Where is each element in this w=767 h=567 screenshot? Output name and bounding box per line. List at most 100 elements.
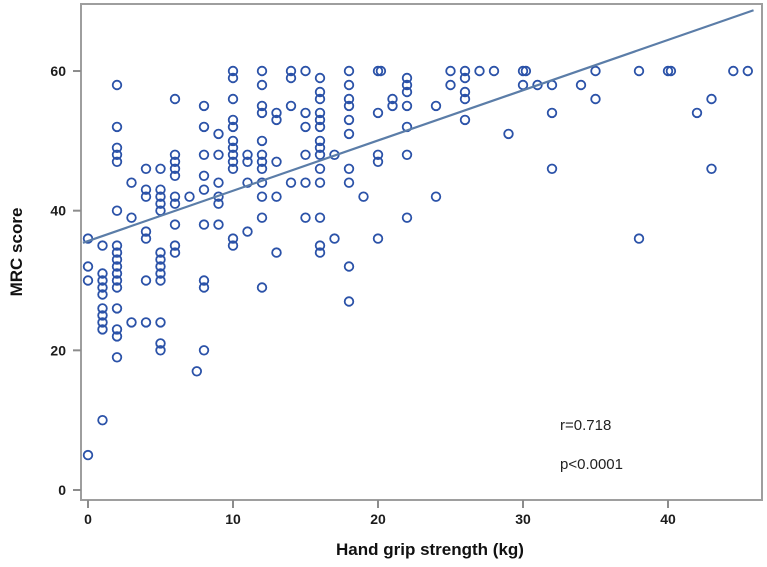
data-point — [97, 275, 108, 286]
data-point — [111, 247, 123, 258]
data-point — [169, 191, 181, 202]
data-point — [169, 240, 181, 251]
data-point — [256, 100, 268, 112]
data-point — [314, 247, 326, 258]
data-point — [111, 303, 123, 314]
data-point — [372, 233, 384, 244]
data-point — [445, 65, 456, 77]
x-tick-label: 30 — [515, 511, 531, 527]
data-point — [227, 142, 239, 154]
data-point — [213, 219, 224, 230]
regression-line-layer — [82, 9, 754, 244]
data-point — [169, 93, 181, 105]
data-point — [314, 177, 326, 188]
data-point — [111, 261, 123, 272]
data-point — [97, 268, 108, 279]
data-point — [256, 65, 268, 77]
data-point — [97, 317, 108, 328]
data-point — [343, 177, 355, 188]
data-point — [300, 107, 311, 119]
data-point — [198, 282, 210, 293]
data-point — [198, 275, 210, 286]
data-point — [343, 93, 355, 105]
data-point — [401, 72, 413, 84]
data-point — [82, 449, 94, 461]
data-point — [111, 352, 123, 363]
data-point — [155, 254, 166, 265]
y-axis-title: MRC score — [7, 208, 26, 297]
data-point — [82, 275, 94, 286]
data-point — [343, 100, 355, 112]
data-point — [242, 177, 253, 188]
data-point — [459, 86, 471, 98]
data-point — [155, 163, 166, 175]
data-point — [126, 317, 137, 328]
data-point — [227, 114, 239, 126]
data-point — [488, 65, 500, 77]
data-point — [343, 261, 355, 272]
data-point — [300, 149, 311, 161]
data-point — [372, 156, 384, 168]
data-point — [387, 100, 398, 112]
data-point — [111, 331, 123, 342]
data-point — [314, 142, 326, 154]
x-tick-label: 10 — [225, 511, 241, 527]
data-point — [169, 170, 181, 182]
data-point — [97, 415, 108, 426]
data-point — [191, 366, 203, 377]
data-point — [198, 345, 210, 356]
data-point — [633, 65, 645, 77]
data-point — [343, 128, 355, 140]
data-point — [111, 324, 123, 335]
data-point — [140, 191, 152, 202]
data-point — [227, 233, 239, 244]
data-point — [111, 79, 123, 91]
data-point — [227, 163, 239, 175]
data-point — [343, 296, 355, 307]
data-point — [213, 128, 224, 140]
x-tick-label: 40 — [660, 511, 676, 527]
x-axis-title: Hand grip strength (kg) — [336, 540, 524, 559]
data-point — [111, 142, 123, 154]
y-tick-label: 0 — [58, 482, 66, 498]
data-point — [198, 184, 210, 195]
data-point — [546, 163, 558, 175]
data-point — [271, 114, 282, 126]
data-point — [155, 191, 166, 202]
data-point — [111, 282, 123, 293]
data-point — [532, 79, 543, 91]
data-point — [140, 226, 152, 237]
data-point — [575, 79, 587, 91]
data-point — [82, 261, 94, 272]
data-point — [445, 79, 456, 91]
data-point — [691, 107, 703, 119]
x-tick-label: 0 — [84, 511, 92, 527]
data-point — [97, 240, 108, 251]
data-point — [256, 135, 268, 147]
data-point — [169, 163, 181, 175]
data-point — [169, 219, 181, 230]
data-point — [314, 121, 326, 133]
data-point — [140, 163, 152, 175]
data-point — [111, 240, 123, 251]
data-point — [314, 163, 326, 175]
data-point — [256, 107, 268, 119]
data-point — [155, 317, 166, 328]
data-point — [285, 177, 297, 188]
data-point — [227, 156, 239, 168]
data-point — [97, 289, 108, 300]
axis-ticks: 0 10 20 30 40 0 20 40 60 — [50, 63, 676, 527]
data-point — [126, 212, 137, 223]
correlation-annotation: r=0.718 — [560, 417, 611, 434]
data-point — [140, 275, 152, 286]
data-point — [728, 65, 739, 77]
data-point — [271, 247, 282, 258]
data-point — [155, 247, 166, 258]
data-point — [155, 261, 166, 272]
data-point — [242, 226, 253, 237]
data-point — [343, 79, 355, 91]
data-point — [474, 65, 485, 77]
data-point — [169, 149, 181, 161]
data-point — [155, 345, 166, 356]
data-point — [300, 121, 311, 133]
